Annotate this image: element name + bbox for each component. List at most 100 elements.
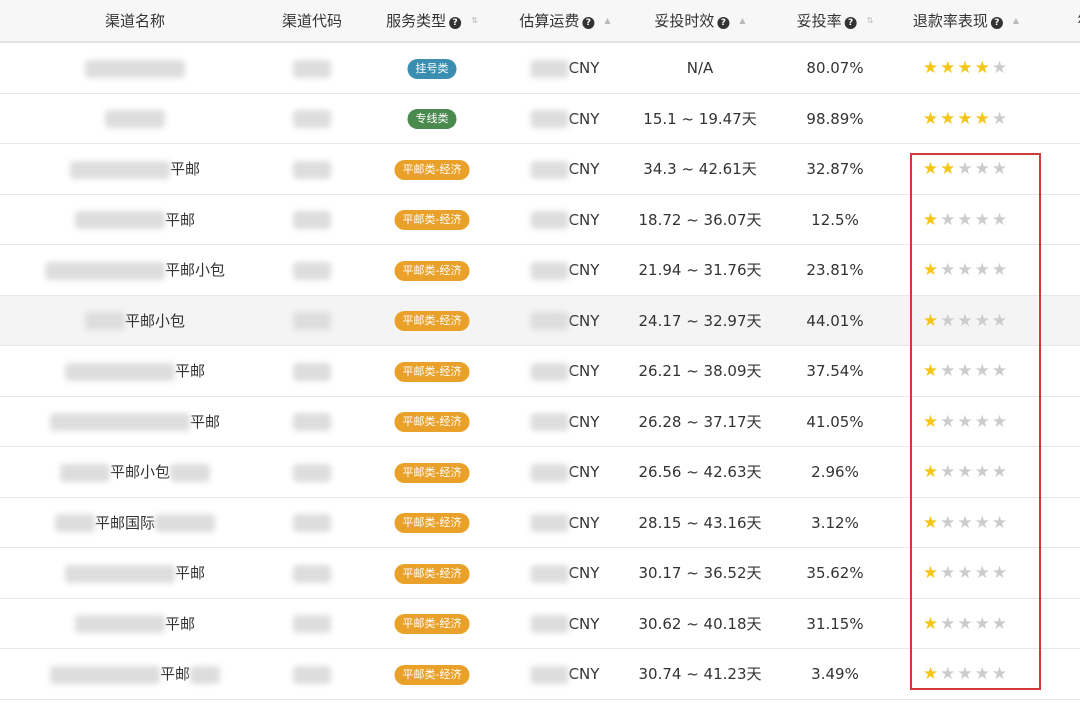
channel-name-cell: 平邮 [49,649,221,699]
refund-rate-stars: ★ ★ ★ ★ ★ [923,447,1009,497]
table-row[interactable]: 平邮 平邮类-经济 CNY 30.74 ~ 41.23天 3.49% ★ ★ ★ ★ ★ [0,649,1080,700]
table-row[interactable]: 平邮 平邮类-经济 CNY 26.21 ~ 38.09天 37.54% ★ ★ ★ ★ ★ [0,346,1080,397]
star-empty-icon: ★ [957,462,973,482]
delivery-rate: 37.54% [806,362,864,380]
table-row[interactable]: 平邮 平邮类-经济 CNY 30.17 ~ 36.52天 35.62% ★ ★ ★ ★ ★ [0,548,1080,599]
table-row[interactable]: 平邮小包 平邮类-经济 CNY 26.56 ~ 42.63天 2.96% ★ ★ ★ ★ ★ [0,447,1080,498]
star-filled-icon: ★ [957,108,973,129]
star-filled-icon: ★ [922,310,939,331]
star-empty-icon: ★ [991,58,1008,78]
delivery-time: 30.17 ~ 36.52天 [638,564,762,582]
refund-rate-stars: ★ ★ ★ ★ ★ [923,649,1009,699]
header-extra: 符 [1077,0,1080,42]
redacted-text [530,514,569,532]
currency: CNY [568,160,600,178]
help-icon[interactable]: ? [717,17,730,29]
service-type-badge: 平邮类-经济 [394,614,470,634]
channel-code-cell [293,245,331,295]
sort-icon[interactable]: ▲ [604,16,611,25]
redacted-text [293,665,331,684]
refund-rate-stars: ★ ★ ★ ★ ★ [923,397,1009,447]
delivery-rate: 12.5% [811,210,859,229]
star-filled-icon: ★ [974,58,990,78]
table-row[interactable]: 专线类 CNY 15.1 ~ 19.47天 98.89% ★ ★ ★ ★ ★ [0,94,1080,144]
star-empty-icon: ★ [940,209,956,230]
star-empty-icon: ★ [974,563,990,583]
star-filled-icon: ★ [922,563,939,583]
delivery-rate: 3.12% [811,513,859,532]
star-empty-icon: ★ [991,613,1008,634]
star-filled-icon: ★ [922,209,939,230]
channel-name-cell: 平邮 [69,144,200,194]
sort-icon[interactable]: ▲ [739,16,746,25]
header-delivery-time[interactable]: 妥投时效? ▲ [654,0,745,42]
table-row[interactable]: 平邮 平邮类-经济 CNY 30.62 ~ 40.18天 31.15% ★ ★ ★ ★ ★ [0,599,1080,649]
currency: CNY [568,59,600,77]
redacted-text [293,211,331,229]
table-row[interactable]: 平邮国际 平邮类-经济 CNY 28.15 ~ 43.16天 3.12% ★ ★ ★ ★ ★ [0,498,1080,548]
star-filled-icon: ★ [922,613,939,634]
redacted-text [293,110,331,128]
service-type-badge: 平邮类-经济 [394,462,470,483]
header-label: 妥投率 [796,12,842,30]
table-row[interactable]: 挂号类 CNY N/A 80.07% ★ ★ ★ ★ ★ [0,43,1080,94]
header-refund-rate[interactable]: 退款率表现? ▲ [913,0,1019,42]
star-empty-icon: ★ [940,512,956,533]
redacted-text [293,362,331,381]
redacted-text [64,362,175,381]
channel-name-cell: 平邮小包 [84,296,185,346]
service-type-badge: 平邮类-经济 [394,210,470,230]
channel-code-cell [293,195,331,245]
star-filled-icon: ★ [922,664,939,684]
star-empty-icon: ★ [974,310,990,331]
star-empty-icon: ★ [991,361,1008,381]
delivery-time: 28.15 ~ 43.16天 [638,513,762,532]
redacted-text [530,413,569,431]
table-row[interactable]: 平邮小包 平邮类-经济 CNY 21.94 ~ 31.76天 23.81% ★ ★ ★ ★ ★ [0,245,1080,296]
redacted-text [530,110,569,128]
star-empty-icon: ★ [974,462,990,482]
header-service-type[interactable]: 服务类型? ⇅ [386,0,478,42]
help-icon[interactable]: ? [449,17,462,29]
star-empty-icon: ★ [957,411,973,432]
header-label: 估算运费 [519,12,580,30]
table-row[interactable]: 平邮小包 平邮类-经济 CNY 24.17 ~ 32.97天 44.01% ★ ★ ★ ★ ★ [0,295,1080,346]
star-empty-icon: ★ [991,209,1008,230]
redacted-text [54,514,95,532]
channel-code-cell [293,649,331,699]
delivery-time: 30.74 ~ 41.23天 [638,665,762,683]
star-empty-icon: ★ [974,613,990,634]
redacted-text [190,665,221,684]
header-estimated-fee[interactable]: 估算运费? ▲ [519,0,610,42]
delivery-time: N/A [686,59,714,77]
sort-icon[interactable]: ⇅ [471,16,478,25]
estimated-fee-cell: CNY [530,94,599,144]
star-empty-icon: ★ [940,260,956,280]
header-label: 渠道名称 [104,12,166,30]
delivery-time: 21.94 ~ 31.76天 [638,261,762,279]
help-icon[interactable]: ? [582,17,595,29]
channel-name-cell: 平邮国际 [54,498,216,548]
channel-name: 平邮国际 [94,513,156,532]
help-icon[interactable]: ? [844,17,857,29]
redacted-text [59,463,110,482]
star-empty-icon: ★ [940,361,956,381]
table-row[interactable]: 平邮 平邮类-经济 CNY 34.3 ~ 42.61天 32.87% ★ ★ ★ ★ ★ [0,144,1080,195]
star-filled-icon: ★ [922,361,939,381]
redacted-text [64,564,175,583]
sort-icon[interactable]: ▲ [1012,16,1020,25]
sort-icon[interactable]: ⇅ [866,16,874,25]
star-empty-icon: ★ [974,159,990,179]
table-row[interactable]: 平邮 平邮类-经济 CNY 18.72 ~ 36.07天 12.5% ★ ★ ★ ★ ★ [0,195,1080,245]
star-filled-icon: ★ [922,512,939,533]
table-row[interactable]: 平邮 平邮类-经济 CNY 26.28 ~ 37.17天 41.05% ★ ★ ★ ★ ★ [0,397,1080,447]
delivery-rate: 3.49% [811,665,859,683]
star-empty-icon: ★ [991,310,1008,331]
header-delivery-rate[interactable]: 妥投率? ⇅ [797,0,874,42]
redacted-text [293,463,331,482]
channel-code-cell [293,397,331,447]
help-icon[interactable]: ? [990,17,1003,29]
service-type-cell: 平邮类-经济 [394,548,470,598]
header-channel-code: 渠道代码 [282,0,342,42]
service-type-cell: 平邮类-经济 [394,397,470,447]
